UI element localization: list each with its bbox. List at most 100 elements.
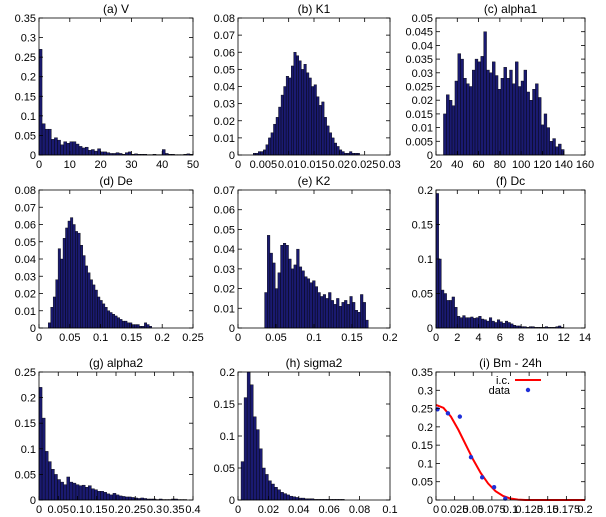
chart-2-xtick-label: 0.005 [250, 159, 278, 171]
chart-6-ytick-label: 0.05 [412, 289, 433, 301]
chart-4-bar [72, 224, 76, 329]
chart-5-bar [330, 300, 334, 329]
chart-4-bar [104, 307, 108, 329]
chart-4-bar [121, 320, 125, 329]
chart-5-ytick-label: 0.01 [214, 303, 235, 315]
chart-5-bar [354, 310, 358, 329]
chart-1-frame [38, 17, 194, 156]
chart-2-bar [298, 60, 302, 156]
chart-4-bar [89, 279, 93, 329]
chart-8-ytick-label: 0.15 [214, 399, 235, 411]
chart-4-ytick-label: 0.05 [15, 237, 36, 249]
chart-2-bar [311, 86, 315, 156]
chart-3-bar [451, 105, 456, 156]
chart-6-bar [475, 317, 479, 329]
chart-2-bar [293, 52, 297, 156]
chart-3-bar [449, 99, 453, 156]
chart-4-bar [131, 324, 135, 329]
chart-7-bar [41, 417, 46, 501]
chart-3-bar [515, 61, 519, 156]
chart-7-bar [118, 495, 123, 501]
chart-1-bar [54, 137, 58, 156]
chart-9-xtick-label: 0.15 [537, 504, 558, 516]
chart-2-bar [331, 137, 335, 156]
chart-5-bar [346, 304, 350, 329]
chart-3-ytick-label: 0.04 [412, 40, 433, 52]
chart-7-xtick-label: 0.1 [70, 504, 85, 516]
chart-2-ytick-label: 0.04 [214, 82, 235, 94]
chart-2-ytick-label: 0.07 [214, 30, 235, 42]
chart-6-ytick-label: 0 [427, 323, 433, 335]
chart-2-bar [278, 106, 282, 156]
chart-9-xtick-label: 0.2 [577, 504, 592, 516]
chart-7-ytick-label: 0.1 [21, 444, 36, 456]
chart-7-bar [91, 488, 95, 501]
chart-8-ytick-label: 0.05 [214, 463, 235, 475]
chart-6-bar [457, 316, 461, 329]
chart-8-ytick-label: 0.1 [220, 431, 235, 443]
chart-7-xtick-label: 0.05 [48, 504, 69, 516]
chart-7-bar [48, 461, 52, 501]
chart-4-bar [119, 319, 123, 329]
chart-3-bar [526, 91, 530, 156]
chart-8-bar [259, 448, 263, 501]
chart-4-bar [55, 279, 59, 329]
chart-6-bar [483, 319, 487, 329]
chart-2-xtick-label: 0.025 [351, 159, 379, 171]
chart-7-ytick-label: 0.2 [21, 393, 36, 405]
chart-9-ytick-label: 0.25 [412, 404, 433, 416]
chart-7-bar [112, 493, 117, 501]
chart-3-bar [480, 56, 484, 156]
chart-3-bar [463, 78, 467, 156]
chart-3-bar [529, 99, 533, 156]
chart-3-bar [535, 83, 539, 156]
chart-3-bar [512, 83, 516, 156]
chart-5-bar [301, 270, 305, 329]
chart-6-bar [494, 322, 498, 329]
chart-7-bar [103, 492, 107, 501]
chart-4-bar [80, 244, 83, 329]
chart-6-ytick-label: 0.1 [418, 254, 433, 266]
chart-3-bar [460, 58, 464, 156]
chart-3-bar [466, 83, 470, 156]
chart-4-title: (d) De [99, 174, 133, 188]
chart-6-bar [499, 321, 503, 329]
chart-2-bar [283, 86, 287, 156]
chart-1-bar [128, 151, 132, 156]
chart-4-bar [48, 322, 51, 329]
chart-6-xtick-label: 12 [558, 332, 570, 344]
chart-9-ytick-label: 0.15 [412, 440, 433, 452]
chart-3-xtick-label: 40 [451, 159, 463, 171]
chart-3-bar [489, 72, 493, 156]
chart-7-bar [115, 494, 120, 501]
chart-7-bar [78, 485, 83, 501]
chart-6-bar [510, 323, 514, 329]
chart-8-bar [240, 461, 245, 501]
chart-5-bar [320, 296, 324, 329]
chart-8-xtick-label: 0.1 [382, 504, 397, 516]
chart-3-bar [543, 113, 548, 156]
chart-6-ytick-label: 0.15 [412, 220, 433, 232]
chart-6-bar [512, 325, 517, 329]
chart-7-xtick-label: 0.3 [147, 504, 162, 516]
chart-5-bar [312, 280, 316, 329]
chart-4-bar [82, 255, 86, 329]
chart-7-ytick-label: 0.05 [15, 469, 36, 481]
chart-8-bar [265, 474, 269, 501]
chart-9-legend-data-label: data [489, 385, 511, 397]
chart-9-ytick-label: 0.35 [412, 367, 433, 379]
chart-4-bar [57, 248, 61, 329]
chart-4-bar [107, 310, 111, 329]
chart-1-ytick-label: 0.25 [15, 52, 36, 64]
chart-4-ytick-label: 0.02 [15, 289, 36, 301]
chart-3-bar [509, 69, 513, 156]
chart-3-ytick-label: 0.025 [405, 82, 433, 94]
chart-2-xtick-label: 0.015 [300, 159, 328, 171]
chart-9-title: (i) Bm - 24h [479, 356, 542, 370]
chart-3-bar [492, 61, 496, 156]
chart-6-bar [459, 317, 463, 329]
chart-4-ytick-label: 0.06 [15, 220, 36, 232]
chart-4-bar [92, 284, 96, 329]
chart-2-bar [258, 151, 261, 156]
chart-2-bar [291, 65, 294, 156]
